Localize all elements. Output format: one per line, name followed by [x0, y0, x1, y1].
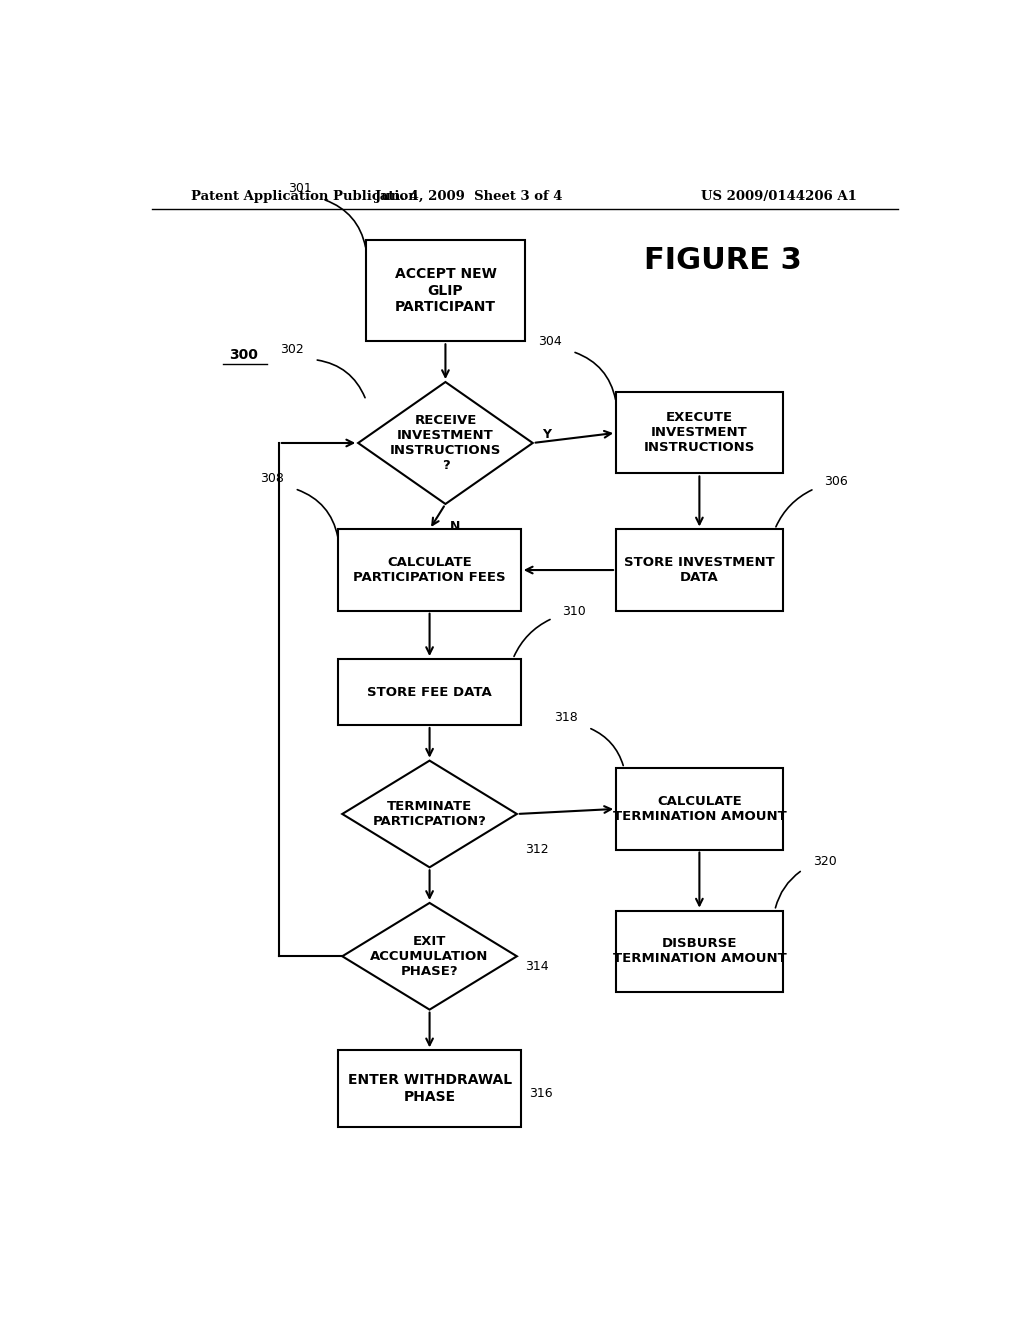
Text: STORE INVESTMENT
DATA: STORE INVESTMENT DATA [624, 556, 775, 583]
Text: 318: 318 [554, 711, 578, 723]
Text: CALCULATE
PARTICIPATION FEES: CALCULATE PARTICIPATION FEES [353, 556, 506, 583]
Text: RECEIVE
INVESTMENT
INSTRUCTIONS
?: RECEIVE INVESTMENT INSTRUCTIONS ? [390, 414, 501, 473]
Text: N: N [450, 520, 460, 533]
FancyBboxPatch shape [367, 240, 524, 342]
Text: DISBURSE
TERMINATION AMOUNT: DISBURSE TERMINATION AMOUNT [612, 937, 786, 965]
Text: 308: 308 [260, 473, 285, 484]
Text: ENTER WITHDRAWAL
PHASE: ENTER WITHDRAWAL PHASE [347, 1073, 512, 1104]
Polygon shape [358, 381, 532, 504]
Text: Patent Application Publication: Patent Application Publication [191, 190, 418, 202]
FancyBboxPatch shape [616, 911, 782, 991]
FancyBboxPatch shape [616, 529, 782, 611]
Text: EXIT
ACCUMULATION
PHASE?: EXIT ACCUMULATION PHASE? [371, 935, 488, 978]
Text: TERMINATE
PARTICPATION?: TERMINATE PARTICPATION? [373, 800, 486, 828]
Text: STORE FEE DATA: STORE FEE DATA [368, 685, 492, 698]
FancyBboxPatch shape [338, 1051, 521, 1126]
Text: US 2009/0144206 A1: US 2009/0144206 A1 [700, 190, 857, 202]
Text: 312: 312 [524, 843, 549, 857]
Text: CALCULATE
TERMINATION AMOUNT: CALCULATE TERMINATION AMOUNT [612, 795, 786, 822]
FancyBboxPatch shape [616, 768, 782, 850]
Polygon shape [342, 760, 517, 867]
Text: 300: 300 [228, 347, 257, 362]
Text: FIGURE 3: FIGURE 3 [644, 246, 802, 275]
Text: 304: 304 [539, 335, 562, 348]
Text: 301: 301 [289, 182, 312, 195]
Text: 314: 314 [524, 960, 549, 973]
Text: ACCEPT NEW
GLIP
PARTICIPANT: ACCEPT NEW GLIP PARTICIPANT [394, 268, 497, 314]
FancyBboxPatch shape [338, 529, 521, 611]
Text: Y: Y [543, 429, 551, 441]
Text: EXECUTE
INVESTMENT
INSTRUCTIONS: EXECUTE INVESTMENT INSTRUCTIONS [644, 412, 755, 454]
Text: 316: 316 [528, 1086, 552, 1100]
Text: 320: 320 [813, 855, 837, 869]
FancyBboxPatch shape [338, 659, 521, 725]
Polygon shape [342, 903, 517, 1010]
Text: 310: 310 [562, 605, 586, 618]
Text: Jun. 4, 2009  Sheet 3 of 4: Jun. 4, 2009 Sheet 3 of 4 [376, 190, 563, 202]
Text: 306: 306 [824, 475, 848, 488]
Text: 302: 302 [281, 343, 304, 356]
FancyBboxPatch shape [616, 392, 782, 474]
